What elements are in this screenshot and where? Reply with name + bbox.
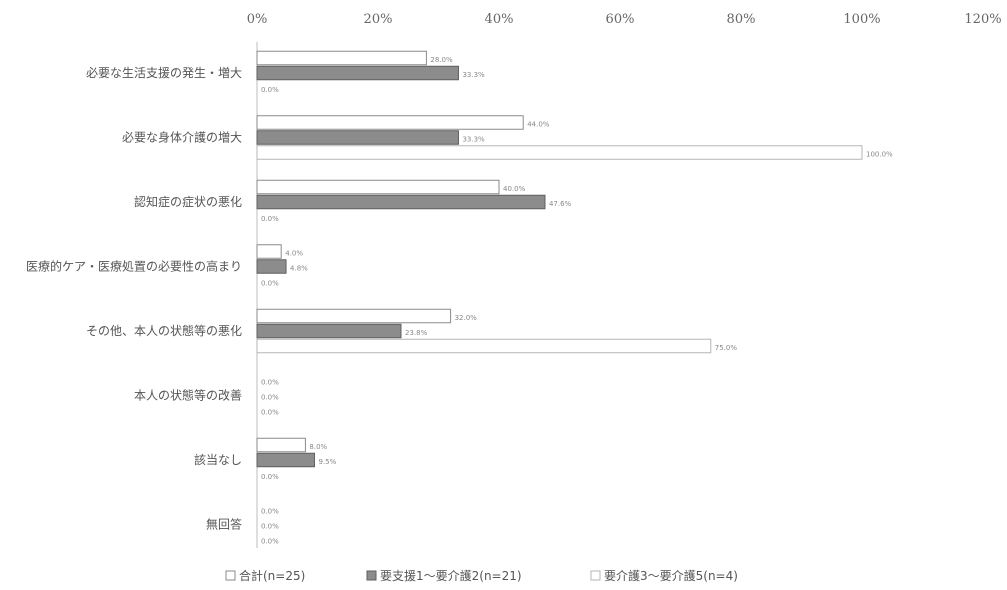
data-label: 0.0% <box>261 507 279 515</box>
bar-series-3 <box>256 338 712 354</box>
data-label: 23.8% <box>405 329 428 337</box>
data-label: 0.0% <box>261 215 279 223</box>
x-tick-label: 20% <box>364 12 393 27</box>
data-label: 0.0% <box>261 408 279 416</box>
data-label: 33.3% <box>462 135 485 143</box>
legend-label: 要支援1～要介護2(n=21) <box>380 568 522 583</box>
data-label: 0.0% <box>261 86 279 94</box>
data-label: 44.0% <box>527 120 550 128</box>
data-label: 100.0% <box>866 150 893 158</box>
data-label: 32.0% <box>455 314 478 322</box>
data-label: 0.0% <box>261 522 279 530</box>
bar-series-2 <box>256 65 459 81</box>
category-label: 必要な身体介護の増大 <box>122 130 242 145</box>
data-label: 4.0% <box>285 249 303 257</box>
bar-series-2 <box>256 259 287 274</box>
bar-series-1 <box>256 437 306 453</box>
bar-series-1 <box>256 308 452 324</box>
x-tick-label: 100% <box>843 12 880 27</box>
bar-series-1 <box>256 244 282 259</box>
bar-series-2 <box>256 323 402 339</box>
legend-swatch <box>225 570 236 581</box>
legend-label: 要介護3～要介護5(n=4) <box>604 568 738 583</box>
category-label: その他、本人の状態等の悪化 <box>86 323 242 338</box>
data-label: 0.0% <box>261 537 279 545</box>
data-label: 9.5% <box>318 458 336 466</box>
bar-series-1 <box>256 50 427 66</box>
legend-swatch <box>590 570 601 581</box>
x-tick-label: 0% <box>247 12 268 27</box>
category-label: 本人の状態等の改善 <box>134 388 242 403</box>
x-tick-label: 80% <box>727 12 756 27</box>
legend-label: 合計(n=25) <box>239 568 305 583</box>
data-label: 75.0% <box>715 344 738 352</box>
category-label: 認知症の症状の悪化 <box>134 194 242 209</box>
data-label: 33.3% <box>462 71 485 79</box>
category-label: 必要な生活支援の発生・増大 <box>86 66 242 80</box>
data-label: 4.8% <box>290 264 308 272</box>
bar-series-3 <box>256 145 863 160</box>
data-label: 0.0% <box>261 393 279 401</box>
data-label: 28.0% <box>430 56 453 64</box>
legend-swatch <box>366 570 377 581</box>
data-label: 0.0% <box>261 473 279 481</box>
bar-series-2 <box>256 130 459 145</box>
x-tick-label: 120% <box>964 12 1001 27</box>
data-label: 40.0% <box>503 185 526 193</box>
data-label: 47.6% <box>549 200 572 208</box>
bar-series-1 <box>256 179 500 195</box>
x-tick-label: 60% <box>606 12 635 27</box>
category-label: 医療的ケア・医療処置の必要性の高まり <box>26 259 242 274</box>
data-label: 0.0% <box>261 279 279 287</box>
bar-series-1 <box>256 115 524 130</box>
bar-series-2 <box>256 452 315 468</box>
x-tick-label: 40% <box>485 12 514 27</box>
bar-series-2 <box>256 194 546 210</box>
data-label: 8.0% <box>309 443 327 451</box>
category-label: 無回答 <box>206 517 242 532</box>
data-label: 0.0% <box>261 378 279 386</box>
category-label: 該当なし <box>194 452 242 467</box>
